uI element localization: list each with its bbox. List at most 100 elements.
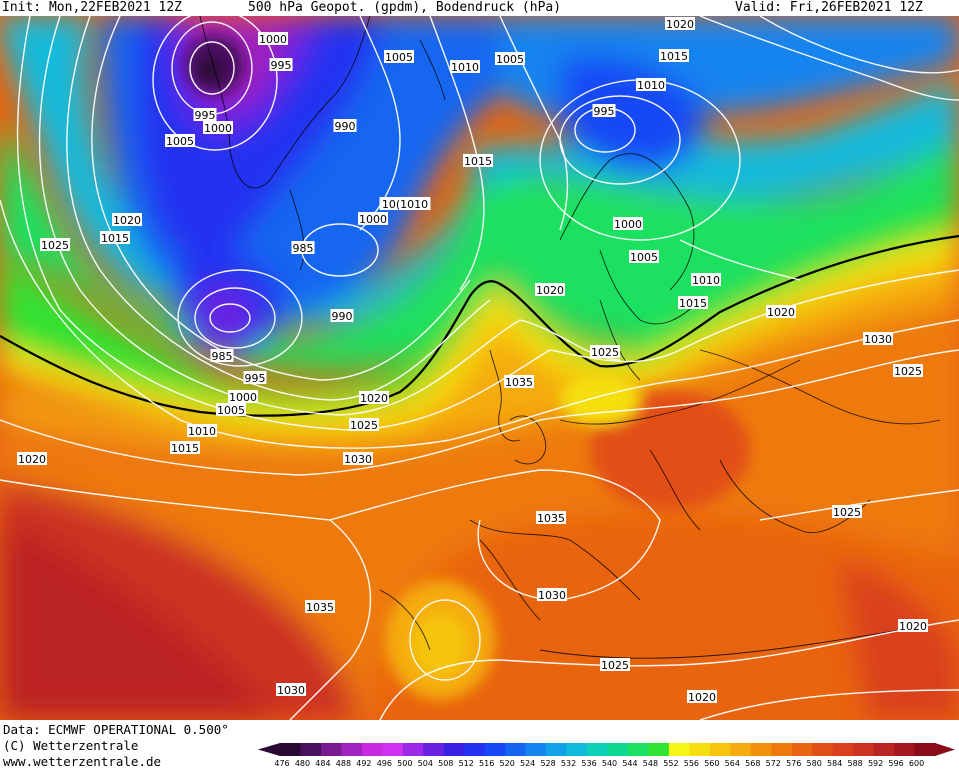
isobar-label: 1000 <box>258 32 288 46</box>
isobar-label: 1020 <box>359 391 389 405</box>
contour-552 <box>0 234 959 417</box>
isobar-label: 1025 <box>832 505 862 519</box>
legend-arrow-high <box>935 743 955 756</box>
isobar-label-text: 1010 <box>692 274 720 287</box>
isobar-label-text: 1030 <box>864 333 892 346</box>
isobar-label-text: 1000 <box>359 213 387 226</box>
legend-swatch <box>668 743 690 756</box>
isobar-label: 1005 <box>629 250 659 264</box>
legend-tick-label: 584 <box>827 759 842 768</box>
isobar-label: 1015 <box>100 231 130 245</box>
isobar-label: 1020 <box>665 17 695 31</box>
isobar-label-text: 1030 <box>277 684 305 697</box>
legend-tick-label: 488 <box>336 759 351 768</box>
isobar-label: 1020 <box>898 619 928 633</box>
legend-tick-label: 532 <box>561 759 576 768</box>
legend-tick-label: 580 <box>807 759 822 768</box>
legend-swatch <box>894 743 916 756</box>
legend-tick-label: 500 <box>397 759 412 768</box>
isobars <box>0 16 959 720</box>
isobar-label-text: 1005 <box>166 135 194 148</box>
isobar-label-text: 1025 <box>350 419 378 432</box>
isobar-label: 995 <box>592 104 616 118</box>
isobar-label-text: 1025 <box>894 365 922 378</box>
isobar-label: 1025 <box>349 418 379 432</box>
legend-swatch <box>771 743 793 756</box>
isobar-label: 1005 <box>384 50 414 64</box>
isobar-label: 985 <box>210 349 234 363</box>
legend-swatch <box>546 743 568 756</box>
legend-tick-label: 508 <box>438 759 453 768</box>
isobar-label-text: 1005 <box>630 251 658 264</box>
legend-swatch <box>812 743 834 756</box>
legend-tick-label: 576 <box>786 759 801 768</box>
website-link[interactable]: www.wetterzentrale.de <box>3 754 162 769</box>
isobar-label-text: 1000 <box>229 391 257 404</box>
isobar-label-text: 1015 <box>464 155 492 168</box>
isobar-label: 1005 <box>165 134 195 148</box>
valid-time-label: Valid: Fri,26FEB2021 12Z <box>735 0 923 15</box>
isobar-label-text: 995 <box>195 109 216 122</box>
isobar-label-text: 1005 <box>496 53 524 66</box>
init-time-label: Init: Mon,22FEB2021 12Z <box>2 0 183 15</box>
isobar-label-text: 1005 <box>385 51 413 64</box>
isobar-label: 1005 <box>495 52 525 66</box>
legend-swatch <box>709 743 731 756</box>
chart-header: Init: Mon,22FEB2021 12Z 500 hPa Geopot. … <box>0 0 959 16</box>
isobar-label-text: 990 <box>332 310 353 323</box>
isobar-label: 1000 <box>613 217 643 231</box>
isobar-label-text: 1025 <box>833 506 861 519</box>
legend-tick-label: 504 <box>418 759 433 768</box>
legend-swatch <box>402 743 424 756</box>
isobar-label: 990 <box>330 309 354 323</box>
legend-tick-label: 528 <box>540 759 555 768</box>
isobar-label-text: 1020 <box>767 306 795 319</box>
isobar-label-text: 1020 <box>666 18 694 31</box>
isobar-label: 995 <box>243 371 267 385</box>
isobar-label: 1030 <box>537 588 567 602</box>
isobar-label-text: 10(1010 <box>382 198 428 211</box>
isobar-label: 995 <box>269 58 293 72</box>
legend-swatch <box>300 743 322 756</box>
isobar-label-text: 985 <box>293 242 314 255</box>
legend-swatch <box>464 743 486 756</box>
legend-swatch <box>730 743 752 756</box>
isobar-label: 1025 <box>590 345 620 359</box>
legend-tick-label: 496 <box>377 759 392 768</box>
legend-tick-label: 480 <box>295 759 310 768</box>
isobar-label: 1020 <box>687 690 717 704</box>
legend-swatch <box>832 743 854 756</box>
legend-swatch <box>791 743 813 756</box>
geopotential-shading <box>0 16 959 720</box>
legend-tick-label: 560 <box>704 759 719 768</box>
isobar-label-text: 1020 <box>536 284 564 297</box>
legend-arrow-low <box>258 743 280 756</box>
chart-title: 500 hPa Geopot. (gpdm), Bodendruck (hPa) <box>248 0 562 15</box>
isobar-label-text: 1015 <box>171 442 199 455</box>
legend-tick-label: 548 <box>643 759 658 768</box>
legend-swatch <box>689 743 711 756</box>
copyright-label: (C) Wetterzentrale <box>3 738 139 753</box>
legend-tick-label: 492 <box>356 759 371 768</box>
legend-tick-label: 536 <box>581 759 596 768</box>
isobar-label: 1025 <box>893 364 923 378</box>
isobar-label: 1015 <box>659 49 689 63</box>
legend-swatch <box>873 743 895 756</box>
legend-swatch <box>443 743 465 756</box>
isobar-label-text: 1015 <box>660 50 688 63</box>
isobar-label: 1005 <box>216 403 246 417</box>
isobar-label-text: 1020 <box>18 453 46 466</box>
isobar-label-text: 1000 <box>204 122 232 135</box>
data-source-label: Data: ECMWF OPERATIONAL 0.500° <box>3 722 229 737</box>
legend-tick-label: 572 <box>766 759 781 768</box>
isobar-label: 1025 <box>600 658 630 672</box>
isobar-label: 1000 <box>358 212 388 226</box>
legend-tick-label: 552 <box>663 759 678 768</box>
isobar-labels: 1000995100510101005102010151010995995100… <box>17 17 928 704</box>
legend-swatch <box>914 743 936 756</box>
legend-tick-label: 564 <box>725 759 740 768</box>
isobar-label: 995 <box>193 108 217 122</box>
isobar-label-text: 1020 <box>688 691 716 704</box>
isobar-label: 1010 <box>187 424 217 438</box>
legend-swatch <box>525 743 547 756</box>
